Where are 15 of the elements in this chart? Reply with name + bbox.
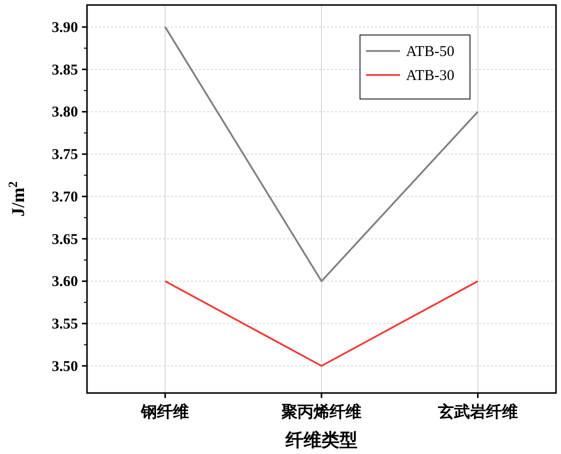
x-tick-label: 钢纤维 <box>140 403 190 421</box>
legend-label: ATB-50 <box>406 44 454 60</box>
y-tick-label: 3.65 <box>52 232 78 248</box>
y-tick-label: 3.90 <box>52 20 78 36</box>
y-tick-label: 3.80 <box>52 104 78 121</box>
x-tick-label: 聚丙烯纤维 <box>280 403 362 421</box>
legend-label: ATB-30 <box>406 68 454 84</box>
y-tick-label: 3.50 <box>52 358 78 375</box>
y-tick-label: 3.55 <box>52 316 78 333</box>
y-tick-label: 3.60 <box>52 274 78 290</box>
x-tick-label: 玄武岩纤维 <box>436 402 518 421</box>
y-tick-label: 3.85 <box>52 62 78 78</box>
y-tick-label: 3.75 <box>52 147 78 164</box>
y-tick-label: 3.70 <box>52 189 78 206</box>
x-axis-title: 纤维类型 <box>284 430 358 450</box>
